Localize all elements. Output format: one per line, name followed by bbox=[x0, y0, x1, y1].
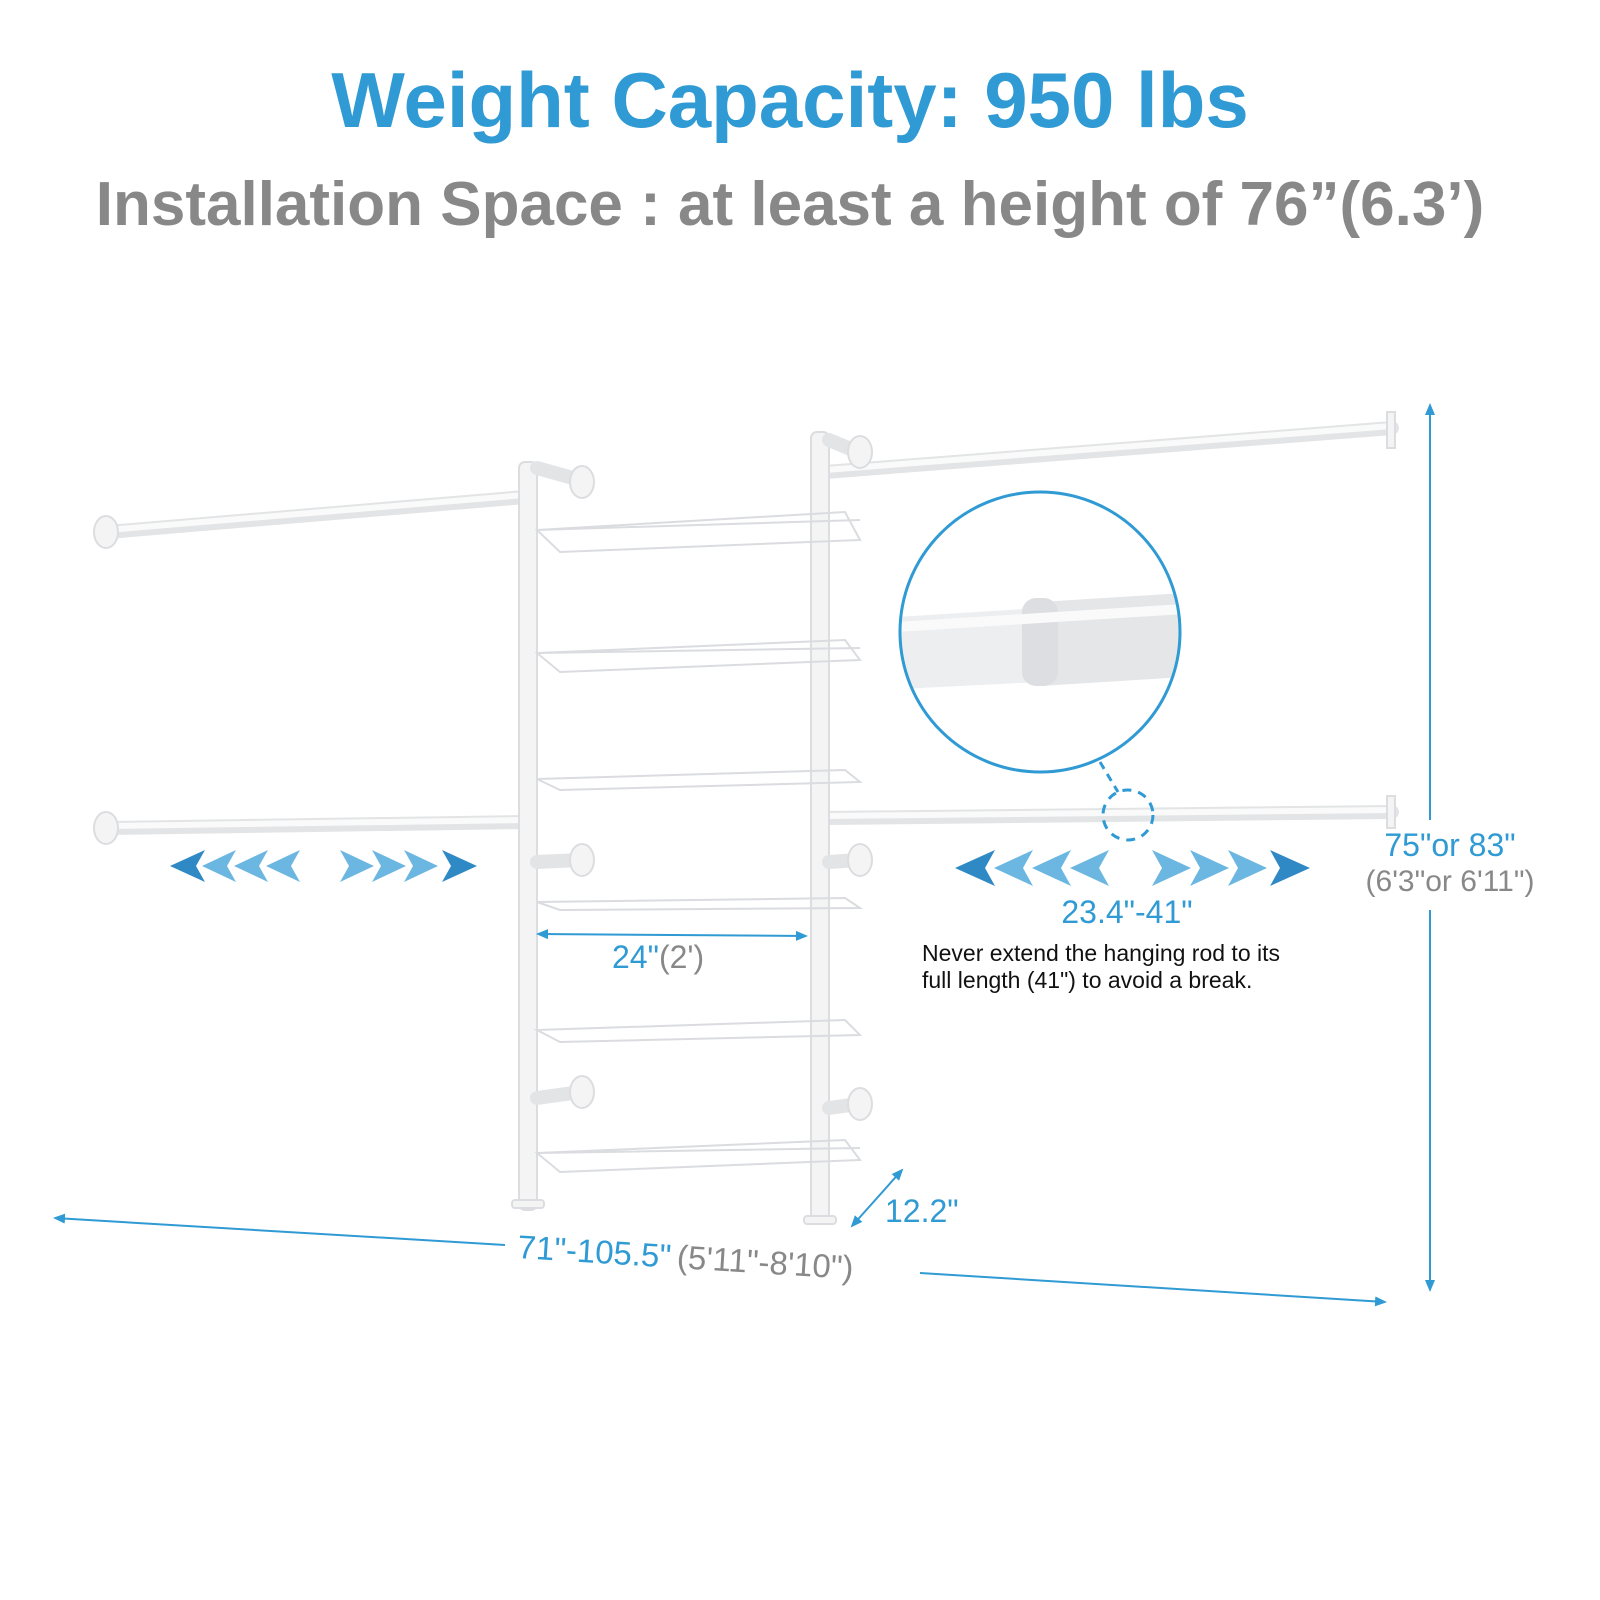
depth-label: 12.2" bbox=[885, 1193, 959, 1229]
total-width-label: 71"-105.5" (5'11"-8'10") bbox=[517, 1228, 855, 1286]
total-width-dimension-right bbox=[919, 1272, 1387, 1307]
wall-pegs bbox=[530, 433, 873, 1121]
depth-dimension bbox=[850, 1168, 904, 1228]
shelf-width-dimension bbox=[536, 929, 808, 941]
rod-length-label: 23.4"-41" bbox=[1061, 894, 1192, 930]
page-subtitle: Installation Space : at least a height o… bbox=[96, 170, 1484, 239]
warning-line-2: full length (41") to avoid a break. bbox=[922, 967, 1252, 993]
telescopic-joint-detail bbox=[898, 490, 1182, 842]
wire-shelves bbox=[533, 510, 864, 1174]
extend-arrows-left bbox=[170, 850, 477, 882]
hanging-rods bbox=[93, 411, 1399, 845]
shelf-width-label: 24"(2') bbox=[612, 939, 704, 975]
total-width-dimension-left bbox=[53, 1213, 506, 1246]
height-label: 75"or 83" bbox=[1384, 827, 1515, 863]
shelf-frame bbox=[511, 431, 873, 1225]
warning-line-1: Never extend the hanging rod to its bbox=[922, 940, 1280, 966]
extend-arrows-right bbox=[955, 850, 1310, 886]
height-ft-label: (6'3"or 6'11") bbox=[1366, 865, 1535, 898]
page-title: Weight Capacity: 950 lbs bbox=[331, 56, 1249, 144]
